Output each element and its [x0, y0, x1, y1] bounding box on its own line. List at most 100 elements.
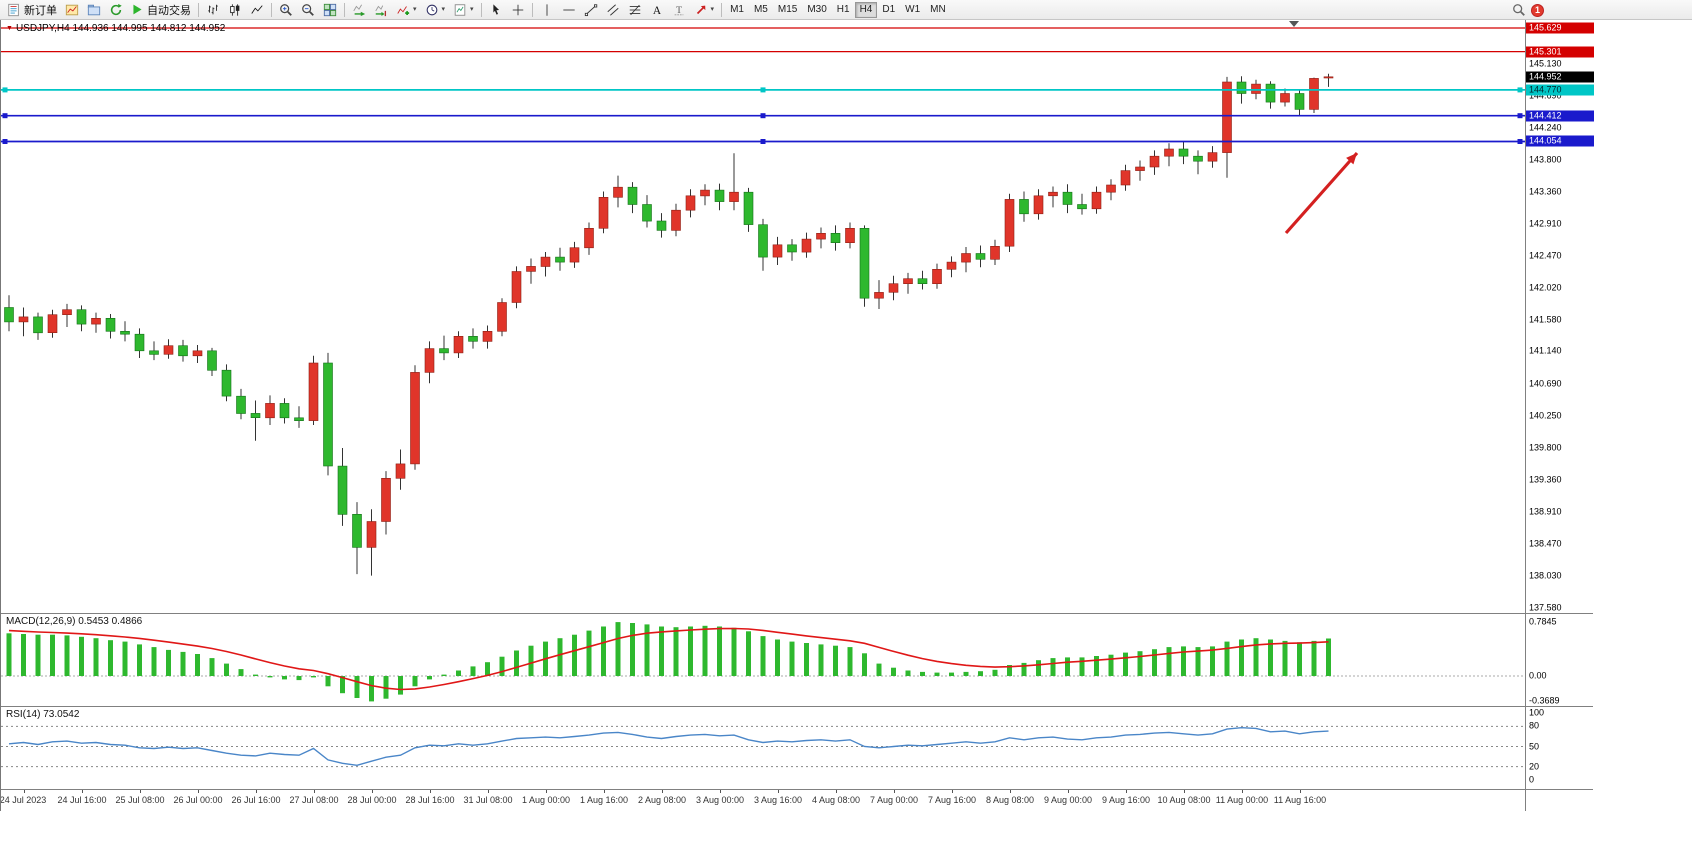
- notification-badge[interactable]: 1: [1531, 3, 1544, 17]
- timeframe-m15-button[interactable]: M15: [777, 4, 798, 15]
- new-chart-button[interactable]: [61, 1, 83, 19]
- price-label: 145.130: [1529, 58, 1562, 69]
- timeframe-h4-button[interactable]: H4: [854, 1, 878, 18]
- line-chart-button[interactable]: [246, 1, 268, 19]
- indicators-button[interactable]: ▾: [392, 1, 421, 19]
- time-tick: [720, 790, 721, 793]
- hline-handle[interactable]: [760, 139, 766, 144]
- rsi-plot[interactable]: RSI(14) 73.0542: [1, 707, 1525, 789]
- candle-up: [1106, 184, 1116, 193]
- zoom-in-button[interactable]: [275, 1, 297, 19]
- macd-bar: [1050, 658, 1056, 676]
- macd-plot[interactable]: MACD(12,26,9) 0.5453 0.4866: [1, 614, 1525, 706]
- refresh-button[interactable]: [105, 1, 127, 19]
- timeframe-h1-button[interactable]: H1: [836, 4, 850, 15]
- rsi-scale[interactable]: 100 80 50 20 0: [1525, 707, 1593, 789]
- macd-bar: [1036, 660, 1041, 676]
- candle-up: [613, 186, 623, 198]
- candle-down: [555, 256, 565, 263]
- macd-bar: [1137, 651, 1143, 676]
- candle-up: [163, 345, 174, 355]
- rsi-scale-label: 50: [1529, 741, 1540, 751]
- time-tick: [140, 790, 141, 793]
- trendline-button[interactable]: [580, 1, 602, 19]
- candle-up: [526, 266, 536, 272]
- hline-handle[interactable]: [2, 139, 8, 144]
- price-label: 137.580: [1529, 602, 1562, 613]
- candle-up: [424, 348, 435, 373]
- macd-bar: [6, 633, 12, 676]
- arrows-button[interactable]: ▾: [690, 1, 719, 19]
- candle-up: [1309, 78, 1319, 110]
- timeframe-w1-button[interactable]: W1: [905, 4, 921, 15]
- macd-bar: [688, 626, 693, 676]
- hline-handle[interactable]: [1517, 113, 1523, 119]
- price-label: 138.470: [1529, 538, 1562, 549]
- time-tick: [1068, 790, 1069, 793]
- bar-chart-button[interactable]: [202, 1, 224, 19]
- arrow-annotation[interactable]: [1284, 151, 1359, 235]
- hline-handle[interactable]: [1517, 87, 1523, 93]
- candle-down: [642, 204, 652, 222]
- price-chart-plot[interactable]: ▼ USDJPY,H4 144.936 144.995 144.812 144.…: [1, 20, 1525, 613]
- crosshair-button[interactable]: [507, 1, 529, 19]
- candlestick-chart-button[interactable]: [224, 1, 246, 19]
- hline-price-tag: 144.054: [1526, 135, 1594, 147]
- text-label-button[interactable]: T: [668, 1, 690, 19]
- horizontal-line-button[interactable]: [558, 1, 580, 19]
- candle-up: [395, 463, 406, 479]
- candle-down: [337, 465, 348, 515]
- fibonacci-button[interactable]: [624, 1, 646, 19]
- tile-windows-button[interactable]: [319, 1, 341, 19]
- timeframe-mn-button[interactable]: MN: [930, 4, 946, 15]
- time-label: 28 Jul 00:00: [347, 795, 397, 805]
- autotrading-button[interactable]: 自动交易: [127, 1, 195, 19]
- timeframe-d1-button[interactable]: D1: [882, 4, 896, 15]
- cursor-icon: [492, 3, 499, 15]
- text-button[interactable]: A: [646, 1, 668, 19]
- candle-up: [482, 330, 493, 342]
- candle-up: [569, 247, 580, 263]
- macd-scale[interactable]: 0.7845 0.00 -0.3689: [1525, 614, 1593, 706]
- candle-up: [1120, 170, 1131, 186]
- hline-handle[interactable]: [760, 87, 766, 93]
- candle-up: [1207, 152, 1218, 162]
- candle-down: [1178, 148, 1189, 157]
- timeframe-m5-button[interactable]: M5: [753, 4, 768, 15]
- templates-button[interactable]: ▾: [449, 1, 478, 19]
- hline-handle[interactable]: [2, 87, 8, 93]
- rsi-scale-label: 80: [1529, 720, 1540, 731]
- hline-price-tag: 145.629: [1526, 22, 1594, 34]
- toolbar-right-group: 1: [1512, 0, 1544, 20]
- zoom-out-button[interactable]: [297, 1, 319, 19]
- rsi-svg: [1, 725, 1525, 768]
- new-order-button[interactable]: 新订单: [3, 1, 61, 19]
- candle-up: [888, 283, 899, 293]
- hline-handle[interactable]: [2, 113, 8, 119]
- vertical-line-button[interactable]: [536, 1, 558, 19]
- time-tick: [82, 790, 83, 793]
- hline-handle[interactable]: [760, 113, 766, 119]
- candle-down: [207, 350, 217, 371]
- timeframe-m1-button[interactable]: M1: [730, 4, 744, 15]
- rsi-scale-label: 0: [1529, 774, 1535, 785]
- macd-bar: [64, 635, 70, 676]
- timeframe-m30-button[interactable]: M30: [807, 4, 827, 15]
- search-icon[interactable]: [1512, 3, 1526, 17]
- chart-shift-button[interactable]: [370, 1, 392, 19]
- time-axis[interactable]: 24 Jul 2023 24 Jul 16:00 25 Jul 08:00 26 Ju…: [1, 790, 1525, 811]
- profiles-button[interactable]: [83, 1, 105, 19]
- arrow-shaft[interactable]: [1284, 151, 1359, 235]
- time-label: 24 Jul 2023: [1, 795, 47, 805]
- macd-bar: [253, 674, 258, 676]
- macd-bar: [1253, 638, 1259, 676]
- auto-scroll-button[interactable]: [348, 1, 370, 19]
- channel-button[interactable]: [602, 1, 624, 19]
- periods-button[interactable]: ▾: [421, 1, 450, 19]
- arrow-head[interactable]: [1346, 153, 1357, 165]
- cursor-button[interactable]: [485, 1, 507, 19]
- price-label: 142.910: [1529, 218, 1562, 229]
- macd-scale-label: 0.00: [1529, 670, 1547, 681]
- price-scale[interactable]: 145.130144.690144.240143.800143.360142.9…: [1525, 20, 1594, 613]
- hline-handle[interactable]: [1517, 139, 1523, 144]
